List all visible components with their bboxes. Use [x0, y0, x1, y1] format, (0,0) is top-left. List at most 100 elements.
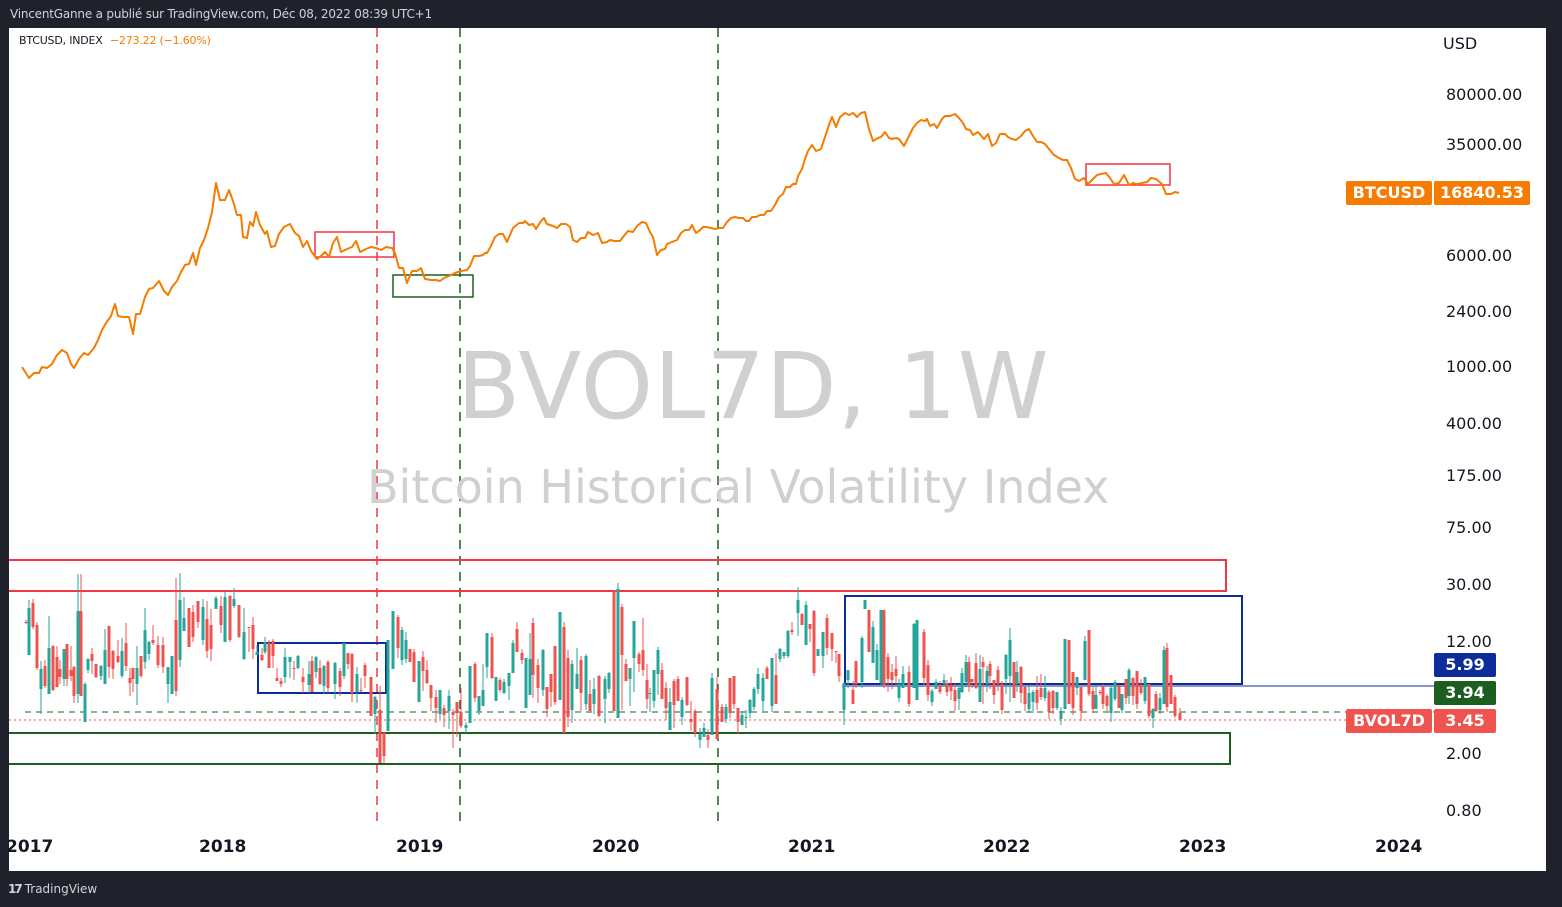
symbol-legend[interactable]: BTCUSD, INDEX −273.22 (−1.60%): [19, 34, 211, 47]
bvol-name-tag: BVOL7D: [1346, 709, 1432, 733]
bvol-candle-body: [761, 678, 765, 701]
bvol-candle-body: [693, 711, 697, 733]
bvol-candle-body: [978, 669, 982, 702]
time-tick-label: 2019: [396, 837, 444, 857]
bvol-candle-body: [1101, 687, 1105, 704]
bvol-candle-body: [641, 650, 645, 670]
bvol-candle-body: [412, 652, 416, 682]
bvol-candle-body: [31, 603, 35, 627]
bvol-candle-body: [1154, 694, 1158, 711]
bvol-candle-body: [945, 683, 949, 692]
price-tick-label: 0.80: [1446, 801, 1482, 820]
bvol-range-box-2018: [257, 642, 387, 694]
bvol-candle-body: [242, 632, 246, 659]
bvol-candle-body: [205, 619, 209, 651]
bvol-candle-body: [834, 651, 838, 652]
bvol-candle-body: [27, 608, 31, 655]
watermark-subtitle: Bitcoin Historical Volatility Index: [367, 460, 1110, 514]
chart-canvas[interactable]: [9, 28, 1546, 871]
bvol-candle-body: [310, 661, 314, 692]
bvol-candle-body: [408, 649, 412, 662]
bvol-candle-body: [355, 674, 359, 692]
bvol-candle-body: [318, 668, 322, 684]
bvol-candle-body: [263, 642, 267, 652]
bvol-candle-body: [498, 680, 502, 690]
bvol-candle-body: [1124, 679, 1128, 698]
bvol-candle-body: [459, 712, 463, 726]
bvol-candle-body: [930, 691, 934, 702]
bvol-candle-body: [652, 670, 656, 701]
bvol-candle-body: [267, 643, 271, 668]
bvol-candle-body: [201, 607, 205, 640]
bvol-candle-body: [170, 656, 174, 694]
bvol-candle-body: [915, 620, 919, 700]
bvol-candle-body: [51, 646, 55, 690]
bvol-candle-body: [1055, 692, 1059, 708]
bvol-candle-body: [86, 659, 90, 670]
bvol-candle-body: [135, 668, 139, 684]
bvol-candle-body: [1067, 640, 1071, 704]
bvol-candle-body: [1113, 682, 1117, 699]
time-tick-label: 2024: [1375, 837, 1423, 857]
price-tick-label: 400.00: [1446, 414, 1502, 433]
bvol-candle-body: [934, 682, 938, 689]
bvol-lower-zone-box: [9, 732, 1231, 765]
price-tick-label: 12.00: [1446, 632, 1492, 651]
bvol-candle-body: [894, 669, 898, 676]
bvol-candle-body: [748, 700, 752, 713]
bvol-candle-body: [1083, 641, 1087, 680]
bvol-candle-body: [668, 702, 672, 730]
bvol-candle-body: [151, 640, 155, 643]
time-tick-label: 2022: [983, 837, 1031, 857]
bvol-candle-body: [515, 629, 519, 652]
legend-symbol: BTCUSD, INDEX: [19, 34, 103, 47]
bvol-candle-body: [879, 610, 883, 683]
bvol-candle-body: [1158, 698, 1162, 710]
bvol-candle-body: [103, 650, 107, 684]
bvol-candle-body: [72, 667, 76, 696]
bvol-candle-body: [333, 663, 337, 684]
bvol-candle-body: [1087, 630, 1091, 694]
bvol-candle-body: [842, 683, 846, 710]
bvol-candle-body: [588, 694, 592, 711]
bvol-candle-body: [502, 682, 506, 693]
bvol-candle-body: [1151, 709, 1155, 718]
bvol-candle-body: [473, 664, 477, 698]
bvol-candle-body: [76, 611, 80, 694]
bvol-candle-body: [1165, 648, 1169, 707]
bvol-candle-body: [740, 715, 744, 725]
bvol-candle-body: [736, 708, 740, 722]
bvol-candle-body: [774, 675, 778, 704]
bvol-candle-body: [632, 621, 636, 658]
bvol-candle-body: [1131, 678, 1135, 696]
bvol-candle-body: [620, 607, 624, 655]
btc-name-tag: BTCUSD: [1346, 181, 1432, 205]
bvol-candle-body: [770, 658, 774, 706]
bvol-candle-body: [1162, 650, 1166, 704]
bvol-candle-body: [288, 657, 292, 662]
bvol-candle-body: [960, 673, 964, 692]
bvol-candle-body: [1135, 671, 1139, 704]
bvol-candle-body: [624, 664, 628, 681]
bvol-candle-body: [1117, 685, 1121, 708]
bvol-candle-body: [275, 678, 279, 681]
bvol-candle-body: [553, 646, 557, 702]
bvol-candle-body: [837, 654, 841, 676]
bvol-candle-body: [35, 625, 39, 668]
bvol-candle-body: [271, 641, 275, 656]
bvol-candle-body: [65, 644, 69, 679]
bvol-candle-body: [907, 672, 911, 704]
bvol-candle-body: [996, 670, 1000, 684]
price-tick-label: 30.00: [1446, 575, 1492, 594]
chart-area[interactable]: BTCUSD, INDEX −273.22 (−1.60%) BVOL7D, 1…: [6, 28, 1546, 871]
bvol-candle-body: [938, 686, 942, 692]
bvol-candle-body: [1079, 687, 1083, 711]
btcusd-line: [21, 111, 1180, 379]
bvol-candle-body: [985, 671, 989, 684]
bvol-candle-body: [897, 684, 901, 698]
bvol-candle-body: [107, 626, 111, 667]
bvol-candle-body: [296, 656, 300, 668]
bvol-candle-body: [247, 627, 251, 628]
bvol-candle-body: [196, 601, 200, 622]
bvol-candle-body: [255, 652, 259, 655]
